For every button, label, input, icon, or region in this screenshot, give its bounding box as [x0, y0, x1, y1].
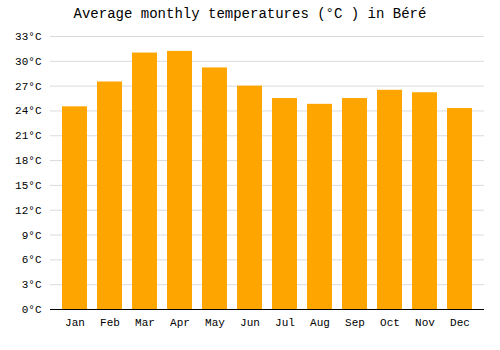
svg-text:May: May [205, 317, 225, 329]
svg-text:0°C: 0°C [22, 304, 42, 316]
svg-text:Jun: Jun [240, 317, 260, 329]
svg-text:15°C: 15°C [15, 180, 42, 192]
svg-text:30°C: 30°C [15, 56, 42, 68]
svg-text:Apr: Apr [170, 317, 190, 329]
html-text:Average monthly temperatures (: Average monthly temperatures (°C ) in Bé… [73, 6, 427, 22]
svg-text:Dec: Dec [450, 317, 470, 329]
svg-text:Aug: Aug [310, 317, 330, 329]
svg-text:Jul: Jul [275, 317, 295, 329]
svg-text:18°C: 18°C [15, 155, 42, 167]
svg-text:24°C: 24°C [15, 105, 42, 117]
svg-text:Jan: Jan [65, 317, 85, 329]
svg-text:27°C: 27°C [15, 81, 42, 93]
svg-text:3°C: 3°C [22, 279, 42, 291]
svg-text:33°C: 33°C [15, 31, 42, 43]
svg-text:21°C: 21°C [15, 130, 42, 142]
svg-text:Mar: Mar [135, 317, 155, 329]
svg-text:Oct: Oct [380, 317, 400, 329]
svg-text:Feb: Feb [100, 317, 120, 329]
svg-text:Nov: Nov [415, 317, 435, 329]
svg-text:Sep: Sep [345, 317, 365, 329]
svg-text:9°C: 9°C [22, 230, 42, 242]
svg-text:6°C: 6°C [22, 254, 42, 266]
svg-text:12°C: 12°C [15, 205, 42, 217]
